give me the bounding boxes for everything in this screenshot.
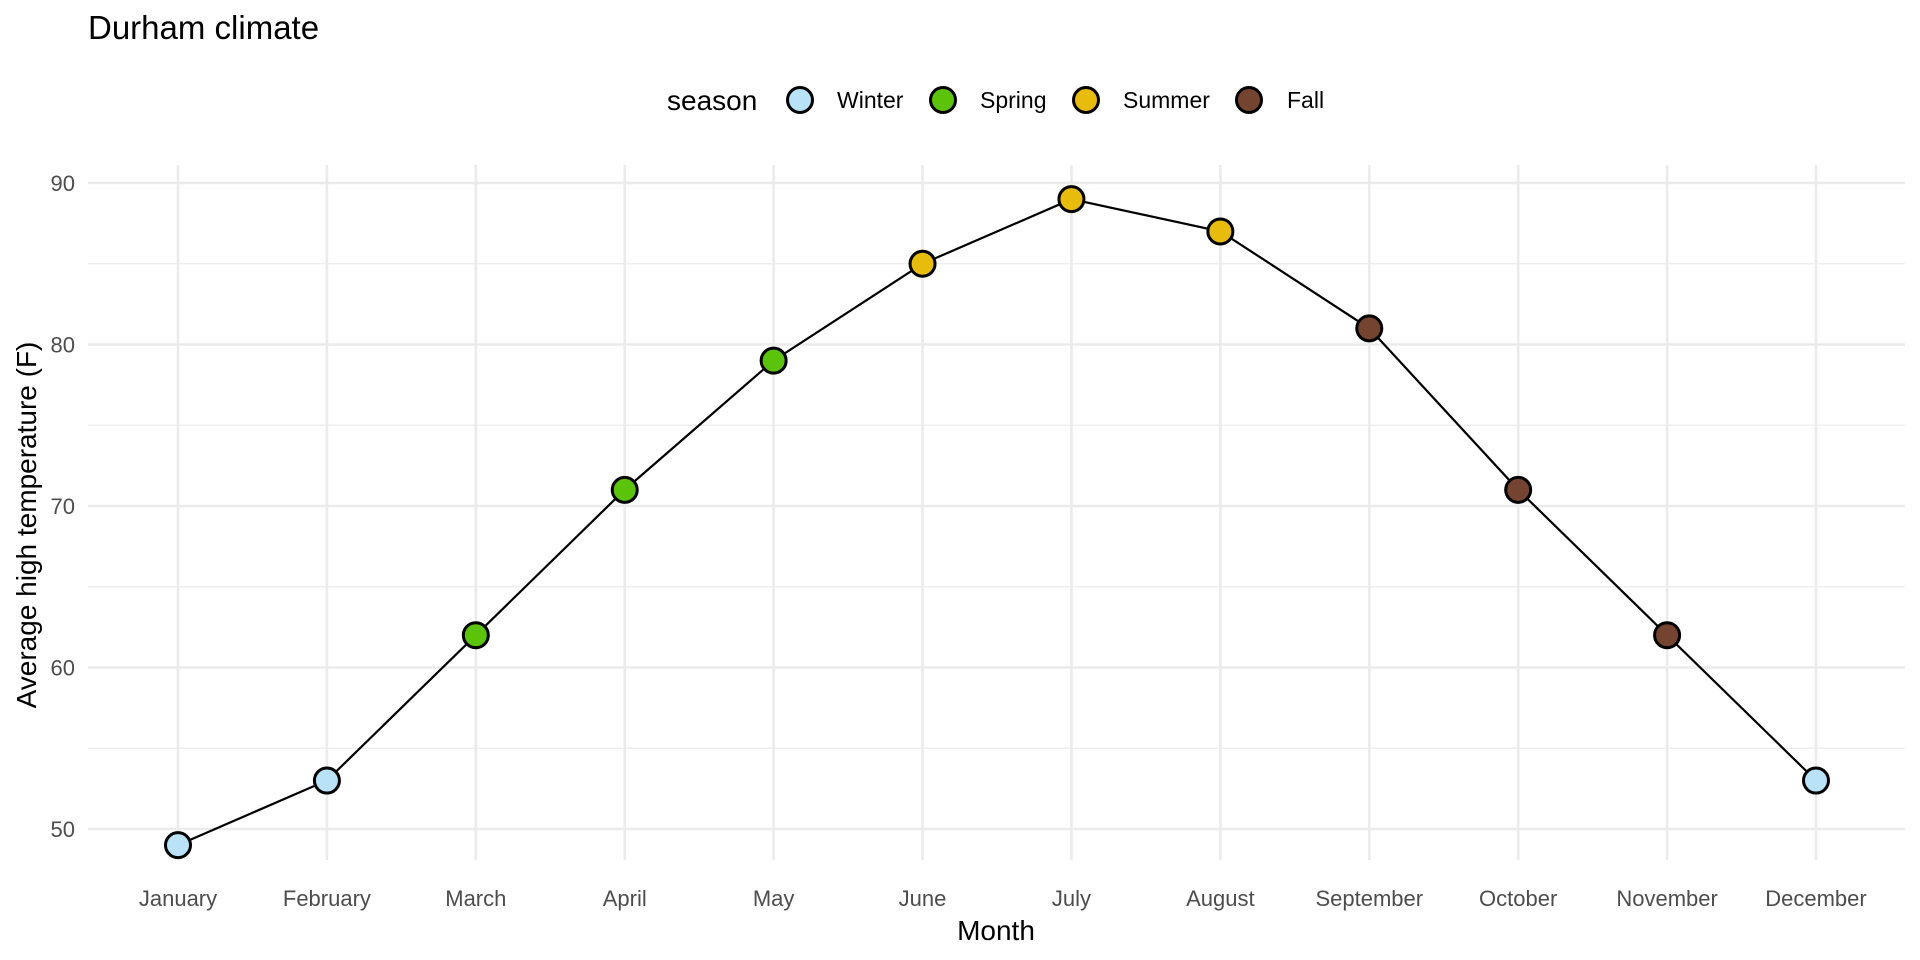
- x-tick-label: February: [283, 886, 371, 911]
- data-point-february: [312, 766, 341, 795]
- data-point-october: [1504, 475, 1533, 504]
- legend-swatch: [786, 86, 814, 114]
- y-tick-label: 60: [51, 656, 75, 681]
- x-axis-title: Month: [957, 915, 1035, 946]
- data-point-january: [164, 831, 192, 860]
- x-tick-label: May: [753, 886, 795, 911]
- legend-item-summer: Summer: [1072, 86, 1210, 114]
- data-point-march: [461, 621, 490, 650]
- x-axis: January February March April May June July Augu…: [139, 886, 1867, 911]
- y-tick-label: 80: [51, 333, 75, 358]
- data-point-april: [610, 475, 639, 504]
- legend-item-spring: Spring: [929, 86, 1046, 114]
- x-tick-label: June: [899, 886, 947, 911]
- legend-item-fall: Fall: [1235, 86, 1324, 114]
- legend-swatch: [1072, 86, 1100, 114]
- x-tick-label: July: [1052, 886, 1091, 911]
- legend: season Winter Spring Summer Fall: [667, 85, 1324, 116]
- x-tick-label: August: [1186, 886, 1255, 911]
- legend-swatch: [1235, 86, 1263, 114]
- legend-item-winter: Winter: [786, 86, 904, 114]
- y-tick-label: 50: [51, 817, 75, 842]
- data-point-july: [1057, 185, 1086, 214]
- legend-label: Summer: [1123, 87, 1210, 113]
- legend-title: season: [667, 85, 757, 116]
- x-tick-label: December: [1765, 886, 1866, 911]
- y-tick-label: 70: [51, 494, 75, 519]
- legend-label: Winter: [837, 87, 904, 113]
- data-point-november: [1653, 621, 1682, 650]
- x-tick-label: March: [445, 886, 506, 911]
- data-point-august: [1206, 217, 1235, 246]
- x-tick-label: January: [139, 886, 217, 911]
- x-tick-label: September: [1315, 886, 1423, 911]
- y-axis-title: Average high temperature (F): [11, 342, 42, 709]
- legend-label: Fall: [1287, 87, 1324, 113]
- legend-swatch: [929, 86, 957, 114]
- legend-label: Spring: [980, 87, 1046, 113]
- x-tick-label: April: [603, 886, 647, 911]
- data-point-december: [1802, 766, 1830, 795]
- data-point-september: [1355, 314, 1384, 343]
- y-tick-label: 90: [51, 171, 75, 196]
- data-point-may: [759, 346, 788, 375]
- data-point-june: [908, 249, 937, 278]
- x-tick-label: October: [1479, 886, 1557, 911]
- grid: [88, 165, 1905, 860]
- data-points: [164, 185, 1830, 860]
- x-tick-label: November: [1616, 886, 1717, 911]
- chart-title: Durham climate: [88, 9, 319, 46]
- y-axis: 50 60 70 80 90: [51, 171, 75, 842]
- series-line: [177, 198, 1817, 847]
